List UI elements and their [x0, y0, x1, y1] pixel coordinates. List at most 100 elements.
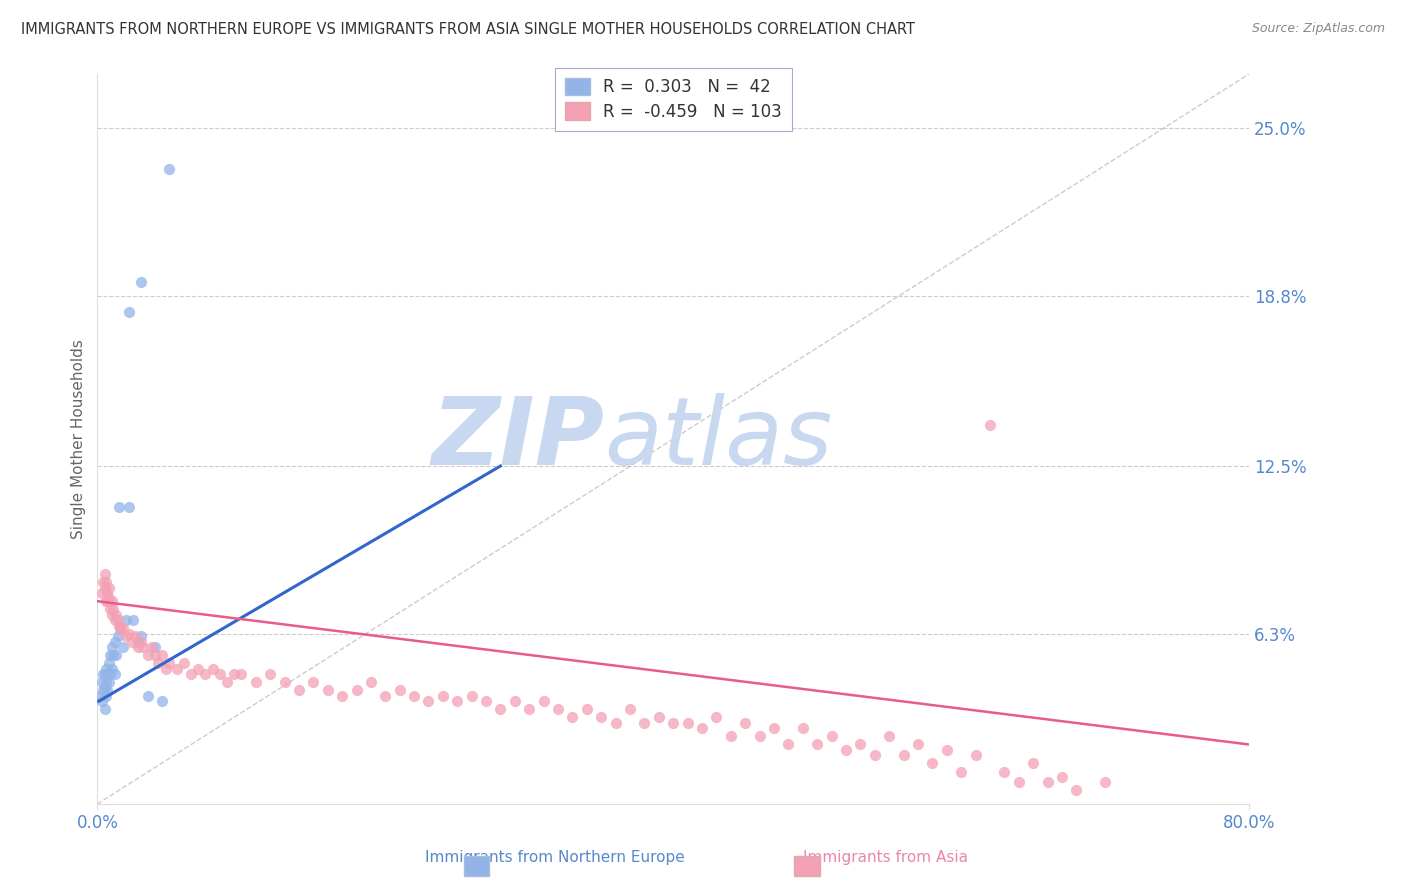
Point	[105, 607, 128, 622]
Point	[662, 715, 685, 730]
Point	[96, 586, 118, 600]
Point	[1094, 775, 1116, 789]
Point	[94, 594, 117, 608]
Point	[94, 675, 117, 690]
Point	[302, 675, 325, 690]
Point	[100, 594, 122, 608]
Point	[155, 662, 177, 676]
Point	[91, 575, 114, 590]
Point	[110, 621, 132, 635]
Point	[132, 640, 155, 655]
Point	[90, 694, 112, 708]
Text: IMMIGRANTS FROM NORTHERN EUROPE VS IMMIGRANTS FROM ASIA SINGLE MOTHER HOUSEHOLDS: IMMIGRANTS FROM NORTHERN EUROPE VS IMMIG…	[21, 22, 915, 37]
Point	[136, 689, 159, 703]
Text: Immigrants from Asia: Immigrants from Asia	[803, 850, 969, 865]
Point	[835, 743, 858, 757]
Point	[231, 667, 253, 681]
Point	[94, 689, 117, 703]
Point	[1050, 770, 1073, 784]
Point	[91, 683, 114, 698]
Point	[129, 634, 152, 648]
Point	[118, 500, 141, 514]
Point	[979, 418, 1001, 433]
Point	[533, 694, 555, 708]
Point	[690, 721, 713, 735]
Point	[143, 648, 166, 663]
Point	[404, 689, 426, 703]
Point	[446, 694, 468, 708]
Point	[863, 748, 886, 763]
Point	[150, 694, 173, 708]
Point	[118, 305, 141, 319]
Text: Immigrants from Northern Europe: Immigrants from Northern Europe	[426, 850, 685, 865]
Point	[224, 667, 246, 681]
Point	[115, 629, 138, 643]
Point	[619, 702, 641, 716]
Point	[748, 730, 770, 744]
Point	[950, 764, 973, 779]
Point	[124, 629, 146, 643]
Point	[187, 662, 209, 676]
Point	[877, 730, 900, 744]
Point	[94, 662, 117, 676]
Point	[418, 694, 440, 708]
Point	[107, 613, 129, 627]
Point	[346, 683, 368, 698]
Point	[97, 581, 120, 595]
Point	[103, 648, 125, 663]
Point	[100, 662, 122, 676]
Point	[104, 613, 127, 627]
Point	[94, 575, 117, 590]
Point	[503, 694, 526, 708]
Point	[118, 626, 141, 640]
Point	[157, 161, 180, 176]
Point	[136, 648, 159, 663]
Point	[388, 683, 411, 698]
Point	[93, 667, 115, 681]
Point	[273, 675, 295, 690]
Point	[100, 640, 122, 655]
Point	[93, 702, 115, 716]
Point	[104, 634, 127, 648]
Point	[1036, 775, 1059, 789]
Point	[121, 634, 143, 648]
Point	[112, 640, 135, 655]
Point	[288, 683, 311, 698]
Point	[1022, 756, 1045, 771]
Point	[792, 721, 814, 735]
Point	[100, 607, 122, 622]
Point	[93, 681, 115, 695]
Point	[90, 675, 112, 690]
Point	[96, 594, 118, 608]
Point	[96, 683, 118, 698]
Point	[112, 621, 135, 635]
Point	[648, 710, 671, 724]
Point	[98, 667, 121, 681]
Point	[110, 621, 132, 635]
Point	[517, 702, 540, 716]
Point	[157, 657, 180, 671]
Point	[208, 667, 231, 681]
Point	[91, 667, 114, 681]
Point	[893, 748, 915, 763]
Point	[633, 715, 655, 730]
Point	[907, 738, 929, 752]
Point	[97, 657, 120, 671]
Point	[921, 756, 943, 771]
Point	[676, 715, 699, 730]
Point	[129, 275, 152, 289]
Point	[194, 667, 217, 681]
Point	[108, 500, 131, 514]
Point	[1066, 783, 1088, 797]
Text: ZIP: ZIP	[432, 393, 605, 485]
Point	[108, 618, 131, 632]
Point	[245, 675, 267, 690]
Point	[547, 702, 569, 716]
Point	[432, 689, 454, 703]
Point	[93, 581, 115, 595]
Point	[166, 662, 188, 676]
Point	[720, 730, 742, 744]
Point	[316, 683, 339, 698]
Point	[778, 738, 800, 752]
Point	[90, 586, 112, 600]
